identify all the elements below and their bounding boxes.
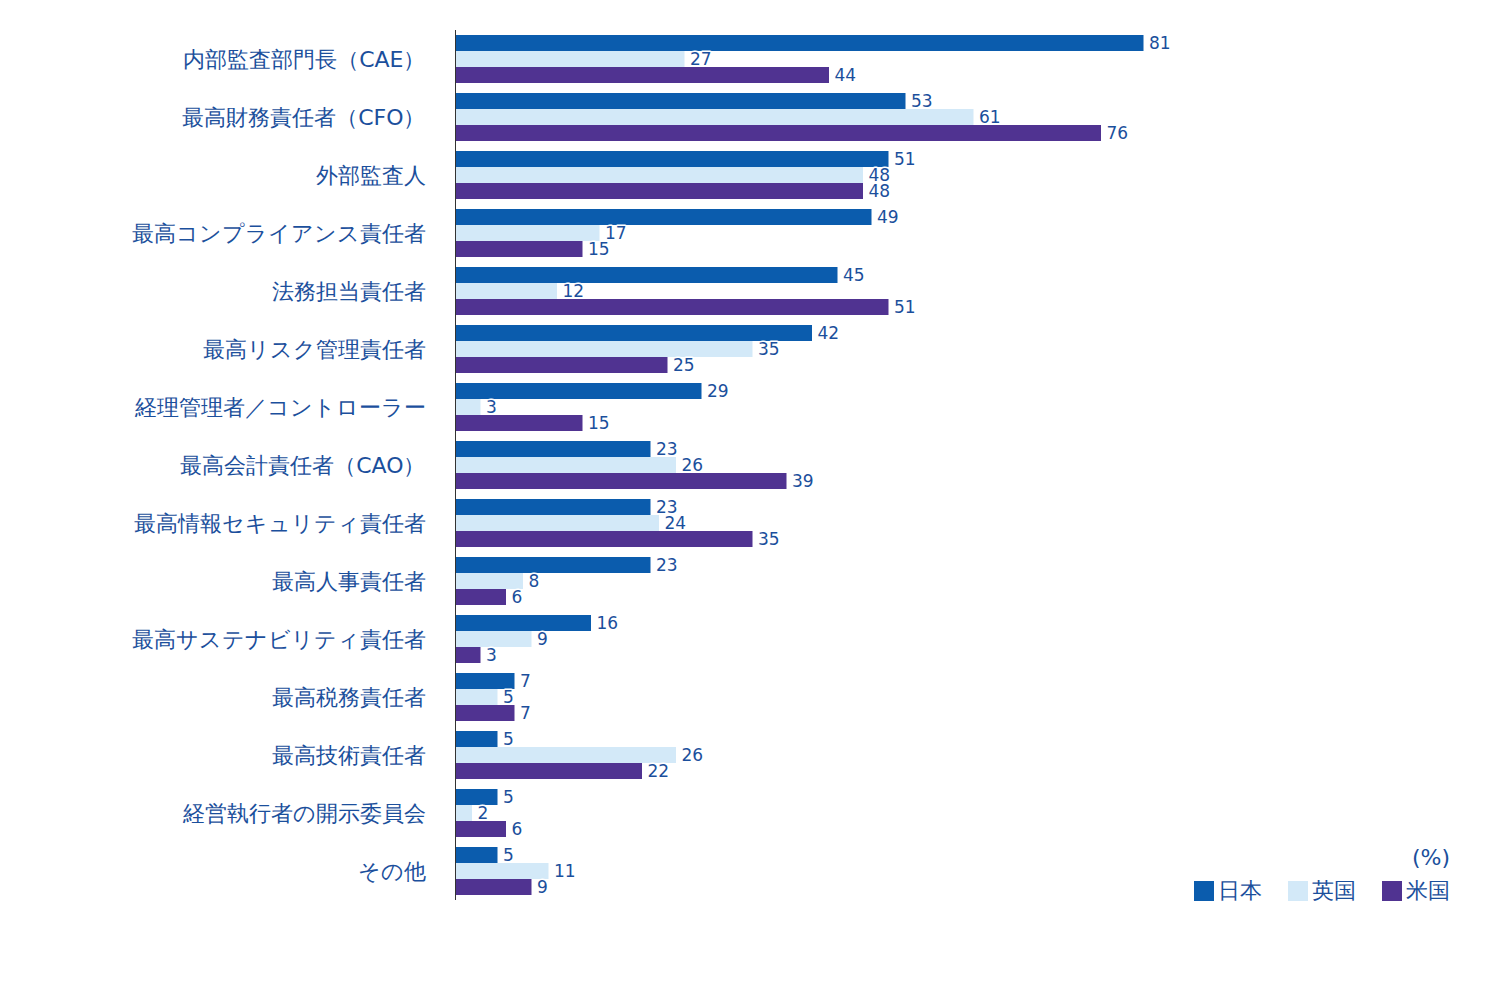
- svg-text:23: 23: [656, 496, 678, 517]
- svg-text:26: 26: [682, 745, 704, 765]
- svg-text:17: 17: [605, 222, 627, 243]
- svg-text:最高コンプライアンス責任者: 最高コンプライアンス責任者: [132, 221, 426, 246]
- html-text:米国: 米国: [1406, 878, 1450, 903]
- svg-text:53: 53: [911, 91, 933, 111]
- svg-text:29: 29: [707, 381, 729, 401]
- svg-text:7: 7: [520, 671, 531, 691]
- svg-text:11: 11: [554, 861, 576, 881]
- svg-text:22: 22: [648, 761, 670, 781]
- svg-text:49: 49: [877, 207, 899, 227]
- svg-text:最高サステナビリティ責任者: 最高サステナビリティ責任者: [132, 627, 426, 652]
- svg-text:15: 15: [588, 413, 610, 433]
- svg-text:39: 39: [792, 471, 814, 491]
- svg-text:その他: その他: [358, 859, 426, 884]
- svg-text:5: 5: [503, 729, 514, 749]
- svg-text:6: 6: [512, 587, 523, 607]
- svg-text:16: 16: [597, 613, 619, 633]
- svg-text:35: 35: [758, 339, 780, 359]
- svg-text:9: 9: [537, 629, 548, 649]
- svg-text:2: 2: [478, 803, 489, 823]
- svg-text:8: 8: [529, 571, 540, 591]
- svg-text:23: 23: [656, 439, 678, 459]
- svg-text:48: 48: [868, 164, 891, 185]
- svg-text:最高技術責任者: 最高技術責任者: [272, 743, 426, 768]
- svg-text:外部監査人: 外部監査人: [316, 163, 426, 188]
- svg-text:内部監査部門長（CAE）: 内部監査部門長（CAE）: [183, 47, 425, 72]
- svg-text:最高リスク管理責任者: 最高リスク管理責任者: [203, 337, 426, 362]
- svg-text:経営執行者の開示委員会: 経営執行者の開示委員会: [182, 801, 426, 826]
- svg-text:最高財務責任者（CFO）: 最高財務責任者（CFO）: [182, 105, 425, 130]
- svg-text:最高人事責任者: 最高人事責任者: [272, 569, 426, 594]
- svg-text:35: 35: [758, 529, 780, 549]
- svg-text:45: 45: [843, 265, 865, 285]
- svg-text:27: 27: [690, 49, 712, 69]
- svg-text:15: 15: [588, 239, 610, 259]
- html-text:英国: 英国: [1312, 878, 1356, 903]
- svg-text:61: 61: [979, 107, 1001, 127]
- svg-text:5: 5: [503, 787, 514, 807]
- svg-text:23: 23: [656, 555, 678, 575]
- svg-text:5: 5: [503, 845, 514, 865]
- svg-text:法務担当責任者: 法務担当責任者: [272, 279, 426, 304]
- svg-text:7: 7: [520, 703, 531, 723]
- svg-text:81: 81: [1149, 33, 1171, 53]
- svg-text:6: 6: [512, 819, 523, 839]
- svg-text:42: 42: [818, 323, 840, 343]
- html-text:日本: 日本: [1218, 878, 1262, 903]
- svg-text:25: 25: [673, 355, 695, 375]
- svg-text:44: 44: [835, 65, 857, 85]
- svg-text:51: 51: [894, 297, 916, 317]
- svg-text:最高情報セキュリティ責任者: 最高情報セキュリティ責任者: [134, 511, 426, 536]
- svg-text:最高税務責任者: 最高税務責任者: [272, 685, 426, 710]
- svg-text:最高会計責任者（CAO）: 最高会計責任者（CAO）: [180, 453, 425, 478]
- svg-text:3: 3: [486, 645, 497, 665]
- svg-text:51: 51: [894, 149, 916, 169]
- svg-text:9: 9: [537, 877, 548, 897]
- svg-text:26: 26: [682, 455, 704, 475]
- svg-text:5: 5: [503, 687, 514, 707]
- svg-text:24: 24: [665, 513, 687, 533]
- svg-text:経理管理者／コントローラー: 経理管理者／コントローラー: [134, 395, 426, 420]
- svg-text:48: 48: [869, 181, 891, 201]
- svg-text:76: 76: [1107, 123, 1129, 143]
- svg-text:12: 12: [563, 281, 585, 301]
- svg-text:3: 3: [486, 397, 497, 417]
